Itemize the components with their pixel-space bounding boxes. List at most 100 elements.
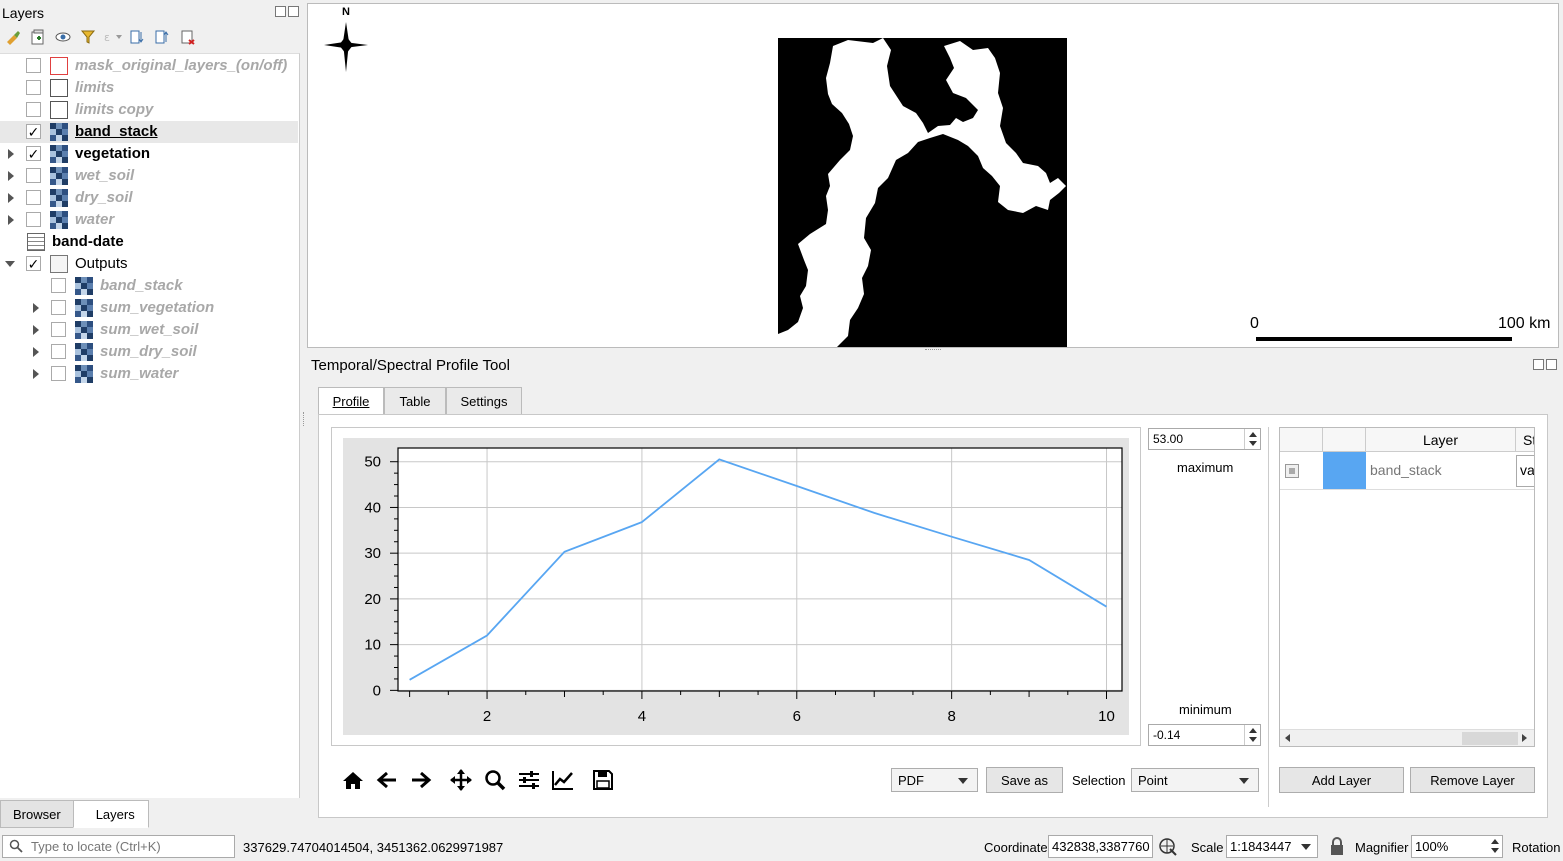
layer-visibility-checkbox[interactable] <box>51 344 66 359</box>
remove-layer-icon[interactable] <box>177 27 198 47</box>
table-header-layer[interactable]: Layer <box>1366 428 1516 452</box>
expand-arrow-icon[interactable] <box>8 215 14 225</box>
add-group-icon[interactable] <box>27 27 48 47</box>
panel-splitter[interactable] <box>925 349 941 353</box>
collapse-arrow-icon[interactable] <box>5 261 15 267</box>
expand-arrow-icon[interactable] <box>8 149 14 159</box>
selection-mode-select[interactable]: Point <box>1131 768 1259 792</box>
filter-expression-icon[interactable]: ε <box>102 27 123 47</box>
layer-visibility-checkbox[interactable] <box>51 278 66 293</box>
table-row[interactable]: band_stack va <box>1280 452 1534 490</box>
expand-arrow-icon[interactable] <box>33 347 39 357</box>
tab-table[interactable]: Table <box>384 387 446 415</box>
layer-visibility-checkbox[interactable] <box>51 366 66 381</box>
back-arrow-icon[interactable] <box>374 767 400 793</box>
save-as-button[interactable]: Save as <box>986 767 1063 793</box>
layer-tree-row[interactable]: dry_soil <box>0 187 298 209</box>
layer-tree-row[interactable]: vegetation <box>0 143 298 165</box>
scroll-right-icon[interactable] <box>1522 734 1527 742</box>
pan-icon[interactable] <box>448 767 474 793</box>
layer-tree-row[interactable]: limits <box>0 77 298 99</box>
layer-visibility-checkbox[interactable] <box>26 80 41 95</box>
scale-combo[interactable]: 1:1843447 <box>1226 835 1318 858</box>
scroll-thumb[interactable] <box>1462 732 1518 745</box>
table-header-toggle[interactable] <box>1280 428 1323 452</box>
layer-visibility-checkbox[interactable] <box>51 322 66 337</box>
layer-tree-row[interactable]: limits copy <box>0 99 298 121</box>
row-status-cell[interactable]: va <box>1516 455 1534 487</box>
home-icon[interactable] <box>340 767 366 793</box>
layer-visibility-checkbox[interactable] <box>26 168 41 183</box>
minimum-spin-arrows[interactable] <box>1244 725 1260 745</box>
locator-search-input[interactable]: Type to locate (Ctrl+K) <box>2 835 235 858</box>
filter-legend-icon[interactable] <box>77 27 98 47</box>
layer-tree-row[interactable]: sum_dry_soil <box>0 341 298 363</box>
expand-all-icon[interactable] <box>127 27 148 47</box>
layer-tree-row[interactable]: band-date <box>0 231 298 253</box>
layer-name: limits copy <box>75 101 154 118</box>
spin-up-icon[interactable] <box>1491 839 1499 844</box>
expand-arrow-icon[interactable] <box>33 325 39 335</box>
magnifier-spinbox[interactable]: 100% <box>1411 835 1503 858</box>
profile-layers-table[interactable]: Layer St band_stack va <box>1279 427 1535 747</box>
float-panel-icon[interactable] <box>275 6 286 17</box>
table-header-status[interactable]: St <box>1516 428 1534 452</box>
expand-arrow-icon[interactable] <box>33 303 39 313</box>
tab-browser[interactable]: Browser <box>0 800 74 828</box>
toggle-extents-icon[interactable] <box>1158 836 1178 859</box>
float-panel-icon[interactable] <box>1533 359 1544 370</box>
table-header-color[interactable] <box>1323 428 1366 452</box>
close-panel-icon[interactable] <box>1546 359 1557 370</box>
tab-profile[interactable]: Profile <box>318 387 384 416</box>
tab-layers[interactable]: Layers <box>72 800 149 828</box>
collapse-all-icon[interactable] <box>152 27 173 47</box>
zoom-icon[interactable] <box>482 767 508 793</box>
layer-tree-row[interactable]: sum_wet_soil <box>0 319 298 341</box>
spin-down-icon[interactable] <box>1491 848 1499 853</box>
layer-tree-row[interactable]: water <box>0 209 298 231</box>
expand-arrow-icon[interactable] <box>8 193 14 203</box>
layer-visibility-checkbox[interactable] <box>26 212 41 227</box>
layer-tree-row[interactable]: band_stack <box>0 275 298 297</box>
row-color-swatch[interactable] <box>1323 452 1366 489</box>
close-panel-icon[interactable] <box>288 6 299 17</box>
layer-tree-row[interactable]: band_stack <box>0 121 298 143</box>
expand-arrow-icon[interactable] <box>8 171 14 181</box>
layer-visibility-checkbox[interactable] <box>26 124 41 139</box>
add-layer-button[interactable]: Add Layer <box>1279 767 1404 793</box>
export-format-select[interactable]: PDF <box>891 768 978 792</box>
polygon-red-icon <box>50 57 68 75</box>
manage-visibility-icon[interactable] <box>52 27 73 47</box>
table-horizontal-scrollbar[interactable] <box>1280 729 1534 746</box>
scroll-left-icon[interactable] <box>1285 734 1290 742</box>
x-tick-label: 8 <box>947 708 955 725</box>
layer-tree-row[interactable]: wet_soil <box>0 165 298 187</box>
style-manager-icon[interactable] <box>2 27 23 47</box>
remove-layer-button[interactable]: Remove Layer <box>1410 767 1535 793</box>
layer-visibility-checkbox[interactable] <box>51 300 66 315</box>
configure-subplots-icon[interactable] <box>516 767 542 793</box>
lock-scale-icon[interactable] <box>1329 837 1345 859</box>
row-toggle-checkbox[interactable] <box>1285 464 1299 478</box>
maximum-spinbox[interactable]: 53.00 <box>1148 428 1261 450</box>
coordinate-field[interactable]: 432838,3387760 <box>1048 835 1153 858</box>
edit-curve-icon[interactable] <box>550 767 576 793</box>
map-canvas[interactable]: N 0 100 km <box>307 3 1559 348</box>
vertical-splitter[interactable] <box>303 412 305 426</box>
layer-tree-row[interactable]: sum_water <box>0 363 298 385</box>
layer-tree-row[interactable]: sum_vegetation <box>0 297 298 319</box>
layer-tree-row[interactable]: mask_original_layers_(on/off) <box>0 55 298 77</box>
save-figure-icon[interactable] <box>590 767 616 793</box>
tab-settings[interactable]: Settings <box>446 387 522 415</box>
layer-tree-row[interactable]: Outputs <box>0 253 298 275</box>
layer-visibility-checkbox[interactable] <box>26 256 41 271</box>
layer-visibility-checkbox[interactable] <box>26 190 41 205</box>
layer-visibility-checkbox[interactable] <box>26 102 41 117</box>
expand-arrow-icon[interactable] <box>33 369 39 379</box>
layer-visibility-checkbox[interactable] <box>26 146 41 161</box>
minimum-spinbox[interactable]: -0.14 <box>1148 724 1261 746</box>
maximum-spin-arrows[interactable] <box>1244 429 1260 449</box>
profile-chart[interactable]: 2 4 6 8 10 0 10 20 30 40 50 <box>343 438 1129 735</box>
layer-visibility-checkbox[interactable] <box>26 58 41 73</box>
forward-arrow-icon[interactable] <box>408 767 434 793</box>
